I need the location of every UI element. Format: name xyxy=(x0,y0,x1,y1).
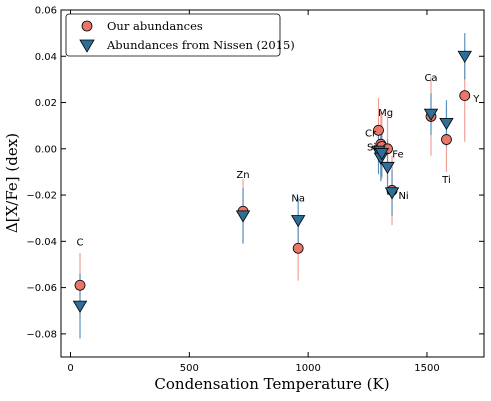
marker-nissen-na xyxy=(290,215,306,228)
marker-our-c xyxy=(74,279,86,291)
element-label-ni: Ni xyxy=(398,191,408,202)
x-tick-label: 0 xyxy=(67,363,73,374)
y-tick-label: −0.06 xyxy=(26,283,57,294)
legend-box xyxy=(65,13,281,57)
element-label-fe: Fe xyxy=(392,149,403,160)
y-tick-label: −0.08 xyxy=(26,329,57,340)
marker-nissen-zn xyxy=(235,210,251,223)
y-tick-label: 0.06 xyxy=(35,6,57,17)
element-label-mg: Mg xyxy=(378,108,393,119)
element-label-na: Na xyxy=(291,193,305,204)
marker-nissen-ni xyxy=(384,187,400,200)
element-label-si: Si xyxy=(367,142,376,153)
marker-nissen-si xyxy=(374,148,390,161)
marker-nissen-ca xyxy=(423,108,439,121)
element-label-c: C xyxy=(77,237,84,248)
marker-our-cr xyxy=(373,124,384,136)
marker-nissen-ti xyxy=(439,117,454,131)
y-tick-label: −0.04 xyxy=(26,237,57,248)
marker-nissen-y xyxy=(457,50,472,64)
element-label-ca: Ca xyxy=(424,73,437,84)
x-tick-label: 500 xyxy=(180,363,199,374)
element-label-zn: Zn xyxy=(236,170,249,181)
plot-frame xyxy=(60,9,485,358)
legend: Our abundances Abundances from Nissen (2… xyxy=(65,13,295,57)
y-tick-label: 0.04 xyxy=(35,52,57,63)
element-label-y: Y xyxy=(472,94,480,105)
legend-marker-triangle xyxy=(79,39,95,53)
marker-our-ti xyxy=(441,134,452,145)
legend-marker-circle xyxy=(81,20,93,32)
y-tick-label: 0.00 xyxy=(35,144,57,155)
element-label-ti: Ti xyxy=(441,175,451,186)
marker-nissen-c xyxy=(72,300,88,313)
marker-nissen-fe xyxy=(380,161,395,175)
element-label-cr: Cr xyxy=(365,129,377,140)
markers-layer xyxy=(72,50,472,313)
y-axis-label: Δ[X/Fe] (dex) xyxy=(3,133,21,233)
legend-label-our-abundances: Our abundances xyxy=(107,19,203,33)
x-tick-label: 1500 xyxy=(414,363,439,374)
y-tick-label: 0.02 xyxy=(35,98,57,109)
legend-label-nissen-2015: Abundances from Nissen (2015) xyxy=(106,38,295,52)
y-tick-label: −0.02 xyxy=(26,191,57,202)
y-axis: −0.08 −0.06 −0.04 −0.02 0.00 0.02 0.04 0.06 xyxy=(26,6,484,340)
marker-our-na xyxy=(292,242,304,254)
x-tick-label: 1000 xyxy=(295,363,320,374)
marker-our-y xyxy=(459,90,471,101)
x-axis-label: Condensation Temperature (K) xyxy=(154,375,389,393)
